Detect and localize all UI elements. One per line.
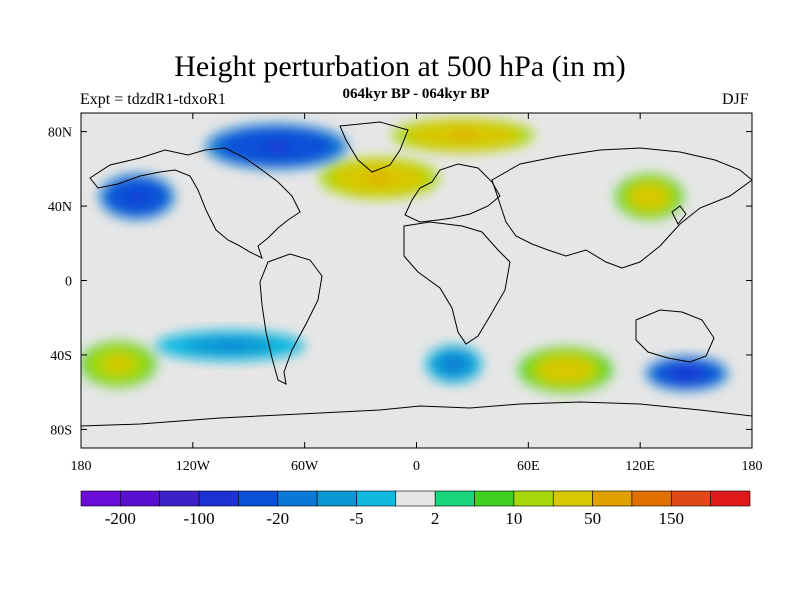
colorbar-box bbox=[474, 490, 515, 507]
colorbar-label: -5 bbox=[349, 509, 363, 528]
colorbar-box bbox=[159, 490, 200, 507]
colorbar-box bbox=[120, 490, 161, 507]
colorbar-label: 150 bbox=[659, 509, 685, 528]
colorbar-box bbox=[395, 490, 436, 507]
colorbar-box bbox=[710, 490, 751, 507]
colorbar-label: -200 bbox=[105, 509, 136, 528]
coastline-asia bbox=[491, 147, 752, 269]
chart-title: Height perturbation at 500 hPa (in m) bbox=[174, 50, 626, 83]
anomaly-north-atlantic-ridge bbox=[319, 157, 439, 199]
x-tick-label: 60W bbox=[291, 459, 319, 474]
anomaly-scandinavia-ridge bbox=[392, 118, 534, 153]
colorbar-label: 50 bbox=[584, 509, 601, 528]
coastlines bbox=[81, 121, 752, 427]
x-tick-label: 180 bbox=[71, 459, 92, 474]
anomaly-south-pacific-ridge bbox=[81, 341, 156, 387]
coastline-antarctica bbox=[81, 401, 752, 427]
y-tick-label: 0 bbox=[65, 275, 72, 290]
coastline-south-america bbox=[259, 253, 323, 385]
anomaly-southern-australia-trough bbox=[645, 356, 728, 391]
y-tick-label: 40S bbox=[50, 349, 72, 364]
colorbar-label: -20 bbox=[266, 509, 289, 528]
anomaly-ring bbox=[556, 365, 575, 375]
y-tick-label: 40N bbox=[48, 200, 72, 215]
colorbar-box bbox=[552, 490, 593, 507]
coastline-africa bbox=[403, 221, 511, 345]
colorbar-box bbox=[277, 490, 318, 507]
anomaly-ring bbox=[367, 174, 392, 183]
anomaly-field bbox=[81, 118, 728, 393]
colorbar-box bbox=[670, 490, 711, 507]
anomaly-southern-indian-ridge bbox=[519, 347, 613, 393]
anomaly-canada-trough bbox=[205, 124, 348, 169]
colorbar-label: 2 bbox=[431, 509, 440, 528]
coastline-north-america bbox=[89, 147, 301, 259]
x-tick-label: 120E bbox=[625, 459, 655, 474]
experiment-label: Expt = tdzdR1-tdxoR1 bbox=[80, 91, 226, 108]
coastline-greenland bbox=[339, 121, 409, 173]
anomaly-east-asia-ridge bbox=[615, 174, 684, 220]
x-tick-label: 0 bbox=[413, 459, 420, 474]
colorbar-box bbox=[80, 490, 121, 507]
colorbar-box bbox=[356, 490, 397, 507]
y-tick-label: 80N bbox=[48, 126, 72, 141]
colorbar-box bbox=[631, 490, 672, 507]
anomaly-ring bbox=[448, 360, 460, 368]
colorbar-box bbox=[513, 490, 554, 507]
anomaly-ring bbox=[678, 370, 695, 377]
anomaly-ring bbox=[448, 131, 478, 139]
colorbar: -200 -100 -20 -5 2 10 50 150 bbox=[80, 490, 751, 528]
colorbar-label: -100 bbox=[183, 509, 214, 528]
anomaly-south-atlantic-trough bbox=[425, 345, 482, 383]
anomaly-north-pacific-trough bbox=[99, 174, 175, 220]
y-tick-label: 80S bbox=[50, 423, 72, 438]
anomaly-ring bbox=[262, 142, 291, 151]
colorbar-box bbox=[592, 490, 633, 507]
anomaly-ring bbox=[129, 192, 145, 202]
season-label: DJF bbox=[722, 91, 749, 108]
x-tick-label: 120W bbox=[176, 459, 211, 474]
colorbar-box bbox=[434, 490, 475, 507]
period-label: 064kyr BP - 064kyr BP bbox=[342, 86, 490, 102]
colorbar-label: 10 bbox=[505, 509, 522, 528]
axes: 180 120W 60W 0 60E 120E 180 80N 40N 0 40S 80S bbox=[48, 113, 763, 474]
anomaly-south-pacific-trough bbox=[155, 330, 305, 361]
colorbar-box bbox=[238, 490, 279, 507]
anomaly-ring bbox=[642, 192, 657, 202]
coastline-europe bbox=[404, 163, 501, 223]
x-tick-label: 180 bbox=[742, 459, 763, 474]
colorbar-box bbox=[198, 490, 239, 507]
x-tick-label: 60E bbox=[517, 459, 540, 474]
colorbar-box bbox=[316, 490, 357, 507]
anomaly-ring bbox=[215, 342, 246, 349]
anomaly-ring bbox=[110, 359, 126, 369]
coastline-australia bbox=[635, 309, 715, 363]
coastline-japan bbox=[671, 205, 687, 225]
